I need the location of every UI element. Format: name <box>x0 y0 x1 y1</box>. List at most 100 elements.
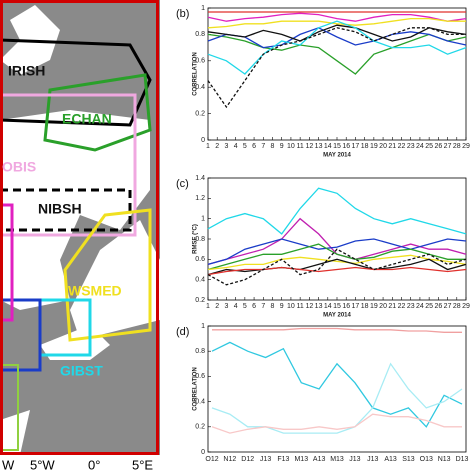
region-box <box>43 73 152 152</box>
x-tick-label: M13 <box>294 456 308 463</box>
x-tick-label: 27 <box>444 143 452 150</box>
x-tick-label: D13 <box>456 456 469 463</box>
x-tick-label: 9 <box>280 143 284 150</box>
series-line <box>207 33 467 75</box>
y-tick-label: 0 <box>201 449 205 456</box>
x-tick-label: 10 <box>287 143 295 150</box>
x-tick-label: 15 <box>333 143 341 150</box>
plot-area <box>207 325 467 453</box>
x-tick-label: 11 <box>297 143 304 150</box>
x-tick-label: J13 <box>349 456 360 463</box>
x-tick-label: 26 <box>434 143 442 150</box>
x-tick-label: J13 <box>367 456 378 463</box>
x-tick-label: 18 <box>361 303 369 310</box>
x-tick-label: 2 <box>215 143 219 150</box>
panel-label: (d) <box>176 326 189 338</box>
series-line <box>207 248 467 286</box>
y-tick-label: 0.4 <box>195 398 205 405</box>
plot-area <box>207 177 467 301</box>
x-tick-label: 5 <box>243 143 247 150</box>
y-tick-label: 0.4 <box>195 84 205 91</box>
sea <box>70 220 160 340</box>
y-tick-label: 0.8 <box>195 348 205 355</box>
x-tick-label: 9 <box>280 303 284 310</box>
x-tick-label: 6 <box>252 303 256 310</box>
y-tick-label: 1.2 <box>195 195 205 202</box>
x-tick-label: 1 <box>206 143 210 150</box>
region-label: NIBSH <box>38 201 82 217</box>
x-axis-label: MAY 2014 <box>323 153 351 159</box>
x-tick-label: 27 <box>444 303 452 310</box>
y-tick-label: 1.4 <box>195 175 205 182</box>
panel-label: (c) <box>176 178 189 190</box>
y-axis-label: CORRELATION <box>193 367 199 411</box>
x-tick-label: M13 <box>330 456 344 463</box>
x-tick-label: 1 <box>206 303 210 310</box>
series-line <box>207 258 467 276</box>
x-tick-label: 15 <box>333 303 341 310</box>
x-tick-label: O12 <box>205 456 218 463</box>
series-line <box>207 24 467 42</box>
x-tick-label: 24 <box>416 303 424 310</box>
y-tick-label: 0.6 <box>195 256 205 263</box>
series-line <box>211 362 463 434</box>
x-tick-label: 22 <box>398 143 406 150</box>
sea <box>0 110 150 310</box>
x-tick-label: 23 <box>407 143 415 150</box>
series-line <box>207 20 467 75</box>
x-axis-label: MAY 2014 <box>323 313 351 319</box>
x-tick-label: 25 <box>425 303 433 310</box>
series-line <box>207 12 467 22</box>
lon-label: 5°E <box>132 457 153 472</box>
series-line <box>207 17 466 29</box>
lon-label: 5°W <box>30 457 55 472</box>
y-tick-label: 0.2 <box>195 297 205 304</box>
region-label: GIBST <box>60 363 103 379</box>
x-tick-label: 5 <box>243 303 247 310</box>
y-tick-label: 0.6 <box>195 58 205 65</box>
y-tick-label: 1 <box>201 216 205 223</box>
region-box <box>0 203 14 322</box>
y-tick-label: 1 <box>201 5 205 12</box>
region-label: WSMED <box>68 283 122 299</box>
series-line <box>207 243 466 271</box>
x-tick-label: 28 <box>453 303 461 310</box>
x-tick-label: 20 <box>379 303 387 310</box>
region-box <box>0 38 152 127</box>
region-box <box>0 364 19 451</box>
series-line <box>212 327 462 333</box>
region-box <box>0 188 132 232</box>
x-tick-label: 10 <box>287 303 295 310</box>
y-tick-label: 0.8 <box>195 236 205 243</box>
x-tick-label: 8 <box>271 303 275 310</box>
x-tick-label: 19 <box>370 303 378 310</box>
x-tick-label: 4 <box>234 303 238 310</box>
x-tick-label: 17 <box>352 143 360 150</box>
y-tick-label: 0 <box>201 137 205 144</box>
series-line <box>207 254 467 271</box>
series-line <box>211 413 462 434</box>
x-tick-label: 29 <box>462 303 470 310</box>
x-tick-label: D12 <box>241 456 254 463</box>
panel-label: (b) <box>176 8 189 20</box>
x-tick-label: O13 <box>420 456 433 463</box>
x-tick-label: 18 <box>361 143 369 150</box>
x-tick-label: 16 <box>342 143 350 150</box>
y-tick-label: 0.6 <box>195 373 205 380</box>
map: IRISH ECHAN OBIS NIBSH WSMED GIBST W 5°W… <box>0 0 160 472</box>
x-tick-label: A13 <box>384 456 397 463</box>
region-label: ECHAN <box>62 111 112 127</box>
y-axis-label: CORRELATION <box>193 52 199 96</box>
x-tick-label: 6 <box>252 143 256 150</box>
x-tick-label: 8 <box>271 143 275 150</box>
x-tick-label: 29 <box>462 143 470 150</box>
x-tick-label: 26 <box>434 303 442 310</box>
x-tick-label: 22 <box>398 303 406 310</box>
series-line <box>211 341 463 428</box>
x-tick-label: 25 <box>425 143 433 150</box>
lon-label: W <box>2 457 15 472</box>
series-line <box>207 238 467 266</box>
series-line <box>207 266 467 276</box>
x-tick-label: J13 <box>260 456 271 463</box>
